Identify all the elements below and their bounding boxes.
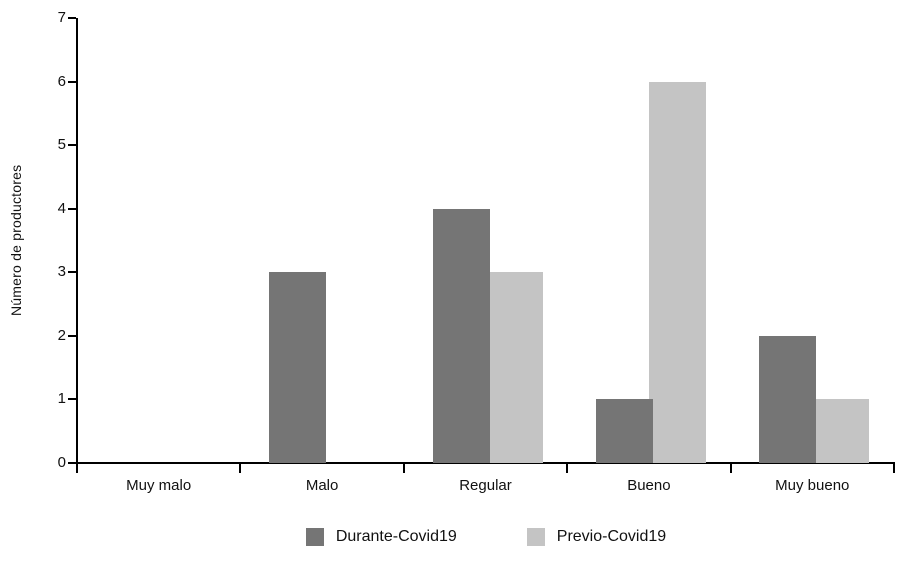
bar-previo-covid19-bueno bbox=[648, 81, 706, 463]
legend-swatch-durante-covid19 bbox=[305, 528, 324, 546]
legend-label: Durante-Covid19 bbox=[335, 528, 457, 545]
x-tick-mark bbox=[729, 463, 732, 473]
y-tick-label: 5 bbox=[57, 136, 66, 154]
y-tick-mark bbox=[68, 334, 76, 337]
legend-item: Durante-Covid19 bbox=[305, 528, 457, 546]
y-tick-mark bbox=[68, 207, 76, 210]
x-tick-mark bbox=[402, 463, 405, 473]
legend: Durante-Covid19 Previo-Covid19 bbox=[77, 523, 895, 551]
y-axis-title: Número de productores bbox=[8, 164, 24, 317]
y-tick-label: 3 bbox=[57, 263, 66, 281]
y-tick-label: 1 bbox=[57, 390, 66, 408]
y-tick-mark bbox=[68, 17, 76, 19]
y-tick-mark bbox=[68, 80, 76, 83]
y-tick-label: 4 bbox=[57, 199, 66, 217]
x-tick-mark bbox=[76, 463, 78, 473]
bar-durante-covid19-regular bbox=[432, 208, 490, 463]
x-tick-mark bbox=[893, 463, 895, 473]
x-category-label: Bueno bbox=[627, 477, 671, 494]
x-category-label: Muy bueno bbox=[775, 477, 850, 494]
bar-durante-covid19-bueno bbox=[595, 399, 653, 463]
bar-durante-covid19-malo bbox=[269, 272, 327, 463]
y-tick-mark bbox=[68, 271, 76, 274]
bar-previo-covid19-regular bbox=[485, 272, 543, 463]
y-tick-label: 7 bbox=[57, 9, 66, 26]
y-tick-mark bbox=[68, 398, 76, 401]
y-tick-label: 0 bbox=[57, 454, 66, 471]
legend-item: Previo-Covid19 bbox=[526, 528, 667, 546]
x-tick-mark bbox=[239, 463, 242, 473]
y-tick-label: 2 bbox=[57, 326, 66, 344]
x-category-label: Malo bbox=[305, 477, 339, 494]
x-category-label: Regular bbox=[459, 477, 512, 494]
bar-previo-covid19-muy-bueno bbox=[812, 399, 870, 463]
y-tick-label: 6 bbox=[57, 72, 66, 90]
x-axis-line bbox=[76, 462, 895, 464]
bar-durante-covid19-muy-bueno bbox=[759, 335, 817, 463]
legend-swatch-previo-covid19 bbox=[526, 528, 545, 546]
x-tick-mark bbox=[566, 463, 569, 473]
x-category-label: Muy malo bbox=[126, 477, 192, 494]
y-tick-mark bbox=[68, 462, 76, 464]
y-tick-mark bbox=[68, 144, 76, 147]
y-axis-line bbox=[76, 18, 78, 464]
legend-label: Previo-Covid19 bbox=[556, 528, 667, 545]
